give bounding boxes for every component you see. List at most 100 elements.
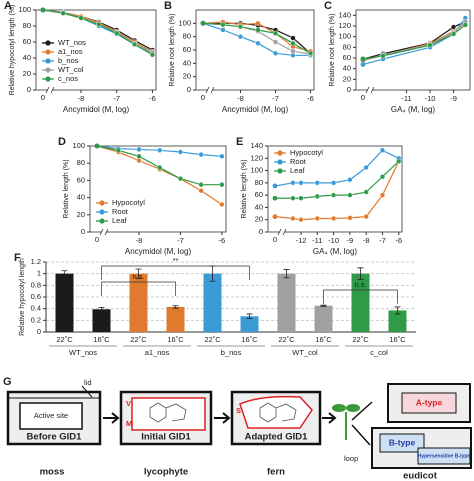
legend-marker bbox=[45, 49, 51, 55]
data-point bbox=[347, 177, 353, 183]
x-tick-label: -8 bbox=[78, 94, 85, 103]
y-tick-label: 80 bbox=[255, 178, 263, 187]
plant-leaf bbox=[332, 404, 346, 412]
series-line bbox=[222, 24, 311, 54]
legend-label: WT_col bbox=[58, 65, 84, 74]
error-bar bbox=[357, 267, 364, 280]
legend-label: c_nos bbox=[58, 74, 78, 83]
x-axis-label: GA₄ (M, log) bbox=[313, 247, 357, 256]
legend-label: b_nos bbox=[58, 56, 79, 65]
y-tick-label: 40 bbox=[343, 64, 351, 73]
y-tick-label: 0.6 bbox=[31, 292, 41, 301]
y-axis-label: Relative length (%) bbox=[63, 159, 70, 218]
error-bar bbox=[246, 313, 253, 319]
control-connector bbox=[96, 145, 119, 151]
y-tick-label: 80 bbox=[77, 158, 85, 167]
x-tick-label: -7 bbox=[113, 94, 120, 103]
data-point bbox=[363, 189, 369, 195]
axis-break-mark bbox=[205, 86, 215, 94]
y-tick-label: 0.4 bbox=[31, 304, 41, 313]
x-tick-label: -10 bbox=[425, 94, 436, 103]
legend-marker bbox=[277, 159, 283, 165]
data-point bbox=[272, 50, 279, 56]
data-point bbox=[177, 149, 184, 155]
data-point bbox=[379, 147, 386, 153]
y-tick-label: 60 bbox=[255, 190, 263, 199]
y-tick-label: 0 bbox=[27, 85, 31, 94]
control-point bbox=[272, 214, 278, 220]
y-tick-label: 1.2 bbox=[31, 257, 41, 266]
series-line bbox=[222, 24, 311, 55]
x-axis-label: Ancymidol (M, log) bbox=[222, 105, 289, 114]
y-tick-label: 20 bbox=[183, 72, 191, 81]
y-tick-label: 80 bbox=[343, 42, 351, 51]
y-tick-label: 100 bbox=[178, 18, 191, 27]
loop-label: loop bbox=[344, 454, 358, 463]
y-tick-label: 0 bbox=[347, 85, 351, 94]
axis-break-mark bbox=[45, 86, 55, 94]
legend-marker bbox=[277, 168, 283, 174]
axis-break bbox=[48, 87, 52, 93]
data-point bbox=[198, 152, 204, 158]
error-bar bbox=[172, 305, 179, 309]
group-label: WT_col bbox=[292, 348, 318, 357]
y-tick-label: 0 bbox=[37, 327, 41, 336]
legend-marker bbox=[45, 67, 51, 73]
data-point bbox=[363, 214, 369, 220]
y-tick-label: 0 bbox=[187, 85, 191, 94]
type-label: Hypersensitive B-type bbox=[418, 453, 471, 459]
domain-label: V bbox=[126, 399, 131, 408]
data-point bbox=[290, 48, 296, 54]
bar bbox=[388, 310, 407, 332]
x-tick-label: 16˚C bbox=[389, 335, 406, 344]
x-axis-label: GA₄ (M, log) bbox=[391, 105, 435, 114]
data-point bbox=[96, 21, 102, 28]
plot-frame bbox=[195, 9, 315, 91]
plot-frame bbox=[89, 145, 227, 233]
legend-label: a1_nos bbox=[58, 47, 83, 56]
y-tick-label: 60 bbox=[77, 175, 85, 184]
x-tick-label: 0 bbox=[201, 93, 205, 102]
type-label: A-type bbox=[416, 397, 443, 407]
x-tick-label: -7 bbox=[272, 94, 279, 103]
y-tick-label: 40 bbox=[183, 58, 191, 67]
data-point bbox=[314, 180, 320, 186]
y-tick-label: 0.2 bbox=[31, 315, 41, 324]
y-tick-label: 120 bbox=[250, 153, 263, 162]
data-point bbox=[363, 164, 369, 171]
axis-break bbox=[368, 87, 372, 93]
y-tick-label: 140 bbox=[250, 141, 263, 150]
y-tick-label: 1 bbox=[37, 269, 41, 278]
x-tick-label: 16˚C bbox=[241, 335, 258, 344]
legend-marker bbox=[45, 76, 51, 82]
data-point bbox=[396, 158, 402, 164]
data-point bbox=[427, 42, 433, 48]
legend-label: Hypocotyl bbox=[290, 148, 323, 157]
data-point bbox=[219, 182, 225, 188]
group-label: b_nos bbox=[221, 348, 242, 357]
panel-label: D bbox=[58, 136, 66, 148]
data-point bbox=[298, 180, 304, 186]
error-bar bbox=[61, 270, 68, 277]
data-point bbox=[379, 174, 386, 180]
data-point bbox=[219, 201, 225, 208]
series-line bbox=[63, 11, 153, 53]
error-bar bbox=[283, 269, 290, 279]
series-line bbox=[118, 151, 223, 205]
data-point bbox=[131, 41, 138, 48]
series-line bbox=[118, 149, 222, 186]
y-tick-label: 0 bbox=[81, 227, 85, 236]
data-point bbox=[136, 153, 142, 159]
ga-molecule bbox=[149, 402, 187, 423]
group-label: WT_nos bbox=[69, 348, 97, 357]
bar bbox=[166, 306, 185, 332]
x-tick-label: 22˚C bbox=[130, 335, 147, 344]
x-tick-label: -7 bbox=[379, 236, 386, 245]
error-bar bbox=[135, 268, 142, 279]
control-point bbox=[200, 20, 206, 26]
y-axis-label: Relative root length (%) bbox=[329, 13, 336, 86]
lid-pointer bbox=[81, 385, 93, 398]
x-tick-label: -8 bbox=[136, 236, 143, 245]
